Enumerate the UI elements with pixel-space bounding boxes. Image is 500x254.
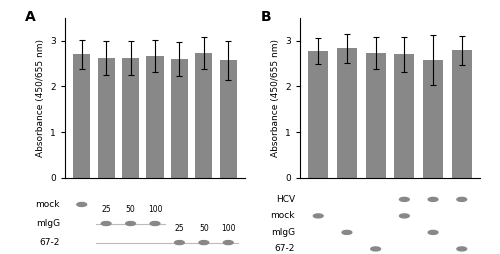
Text: 100: 100: [148, 205, 162, 214]
Bar: [452, 50, 472, 178]
Bar: [220, 60, 237, 178]
Bar: [308, 51, 328, 178]
Text: 67-2: 67-2: [274, 244, 295, 253]
Text: mock: mock: [36, 200, 60, 209]
Text: 25: 25: [174, 224, 184, 233]
Y-axis label: Absorbance (450/655 nm): Absorbance (450/655 nm): [270, 39, 280, 157]
Text: mIgG: mIgG: [271, 228, 295, 237]
Bar: [394, 54, 414, 178]
Text: HCV: HCV: [276, 195, 295, 204]
Bar: [146, 56, 164, 178]
Bar: [122, 58, 139, 178]
Bar: [423, 60, 443, 178]
Text: A: A: [26, 10, 36, 24]
Text: 50: 50: [126, 205, 136, 214]
Bar: [171, 59, 188, 178]
Bar: [366, 53, 386, 178]
Text: mIgG: mIgG: [36, 219, 60, 228]
Text: 67-2: 67-2: [40, 238, 60, 247]
Text: 50: 50: [199, 224, 208, 233]
Text: mock: mock: [270, 211, 295, 220]
Text: 100: 100: [221, 224, 236, 233]
Bar: [196, 53, 212, 178]
Y-axis label: Absorbance (450/655 nm): Absorbance (450/655 nm): [36, 39, 44, 157]
Bar: [337, 49, 357, 178]
Bar: [98, 58, 114, 178]
Text: B: B: [260, 10, 271, 24]
Bar: [73, 54, 90, 178]
Text: 25: 25: [102, 205, 111, 214]
